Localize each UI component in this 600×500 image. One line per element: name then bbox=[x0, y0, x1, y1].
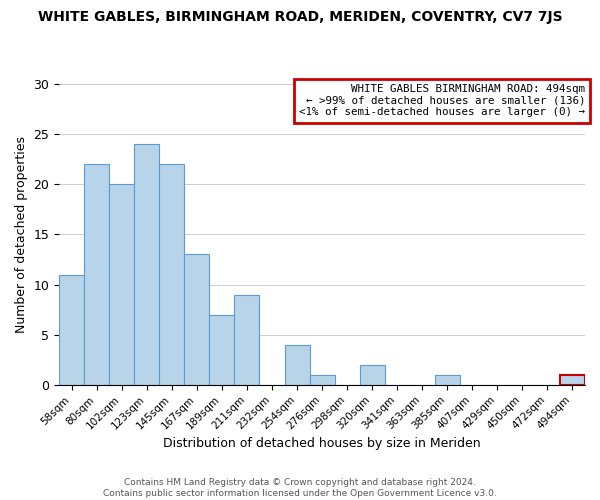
Bar bbox=[84, 164, 109, 385]
Text: WHITE GABLES BIRMINGHAM ROAD: 494sqm
← >99% of detached houses are smaller (136): WHITE GABLES BIRMINGHAM ROAD: 494sqm ← >… bbox=[299, 84, 585, 117]
Bar bbox=[109, 184, 134, 385]
Bar bbox=[359, 365, 385, 385]
Bar bbox=[235, 294, 259, 385]
Bar bbox=[560, 375, 585, 385]
Bar bbox=[184, 254, 209, 385]
Title: Size of property relative to detached houses in Meriden: Size of property relative to detached ho… bbox=[0, 499, 1, 500]
Text: WHITE GABLES, BIRMINGHAM ROAD, MERIDEN, COVENTRY, CV7 7JS: WHITE GABLES, BIRMINGHAM ROAD, MERIDEN, … bbox=[38, 10, 562, 24]
Text: Contains HM Land Registry data © Crown copyright and database right 2024.
Contai: Contains HM Land Registry data © Crown c… bbox=[103, 478, 497, 498]
X-axis label: Distribution of detached houses by size in Meriden: Distribution of detached houses by size … bbox=[163, 437, 481, 450]
Bar bbox=[310, 375, 335, 385]
Bar bbox=[435, 375, 460, 385]
Bar bbox=[209, 314, 235, 385]
Bar bbox=[160, 164, 184, 385]
Y-axis label: Number of detached properties: Number of detached properties bbox=[15, 136, 28, 333]
Bar bbox=[59, 274, 84, 385]
Bar bbox=[284, 344, 310, 385]
Bar bbox=[134, 144, 160, 385]
